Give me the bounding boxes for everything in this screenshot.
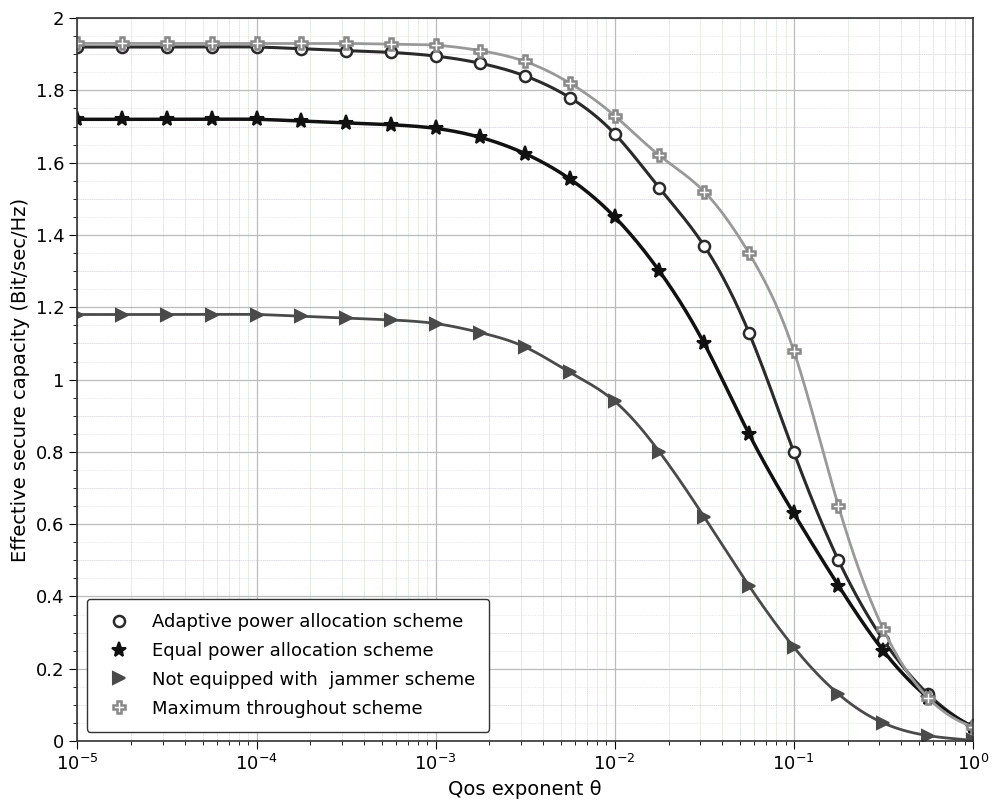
Not equipped with  jammer scheme [519, 342, 531, 352]
Maximum throughout scheme [116, 39, 128, 49]
Not equipped with  jammer scheme [251, 309, 263, 319]
Line: Equal power allocation scheme: Equal power allocation scheme [70, 112, 980, 734]
Equal power allocation scheme [474, 133, 486, 143]
Maximum throughout scheme [743, 248, 755, 258]
Not equipped with  jammer scheme [788, 642, 800, 652]
Equal power allocation scheme [71, 114, 83, 124]
Maximum throughout scheme [877, 625, 889, 634]
Equal power allocation scheme [295, 117, 307, 126]
Maximum throughout scheme [832, 501, 844, 511]
Equal power allocation scheme [251, 114, 263, 124]
Not equipped with  jammer scheme [877, 718, 889, 728]
Maximum throughout scheme [519, 57, 531, 66]
Not equipped with  jammer scheme [922, 731, 934, 740]
Adaptive power allocation scheme [653, 183, 665, 193]
Equal power allocation scheme [609, 212, 621, 222]
Adaptive power allocation scheme [295, 44, 307, 53]
Equal power allocation scheme [340, 118, 352, 128]
Adaptive power allocation scheme [116, 42, 128, 52]
Adaptive power allocation scheme [430, 51, 442, 61]
Maximum throughout scheme [922, 693, 934, 702]
Not equipped with  jammer scheme [206, 309, 218, 319]
Adaptive power allocation scheme [743, 328, 755, 338]
Not equipped with  jammer scheme [698, 512, 710, 522]
Not equipped with  jammer scheme [743, 581, 755, 590]
Maximum throughout scheme [385, 39, 397, 49]
Adaptive power allocation scheme [474, 58, 486, 68]
Not equipped with  jammer scheme [161, 309, 173, 319]
Maximum throughout scheme [340, 39, 352, 49]
Y-axis label: Effective secure capacity (Bit/sec/Hz): Effective secure capacity (Bit/sec/Hz) [11, 198, 30, 561]
Not equipped with  jammer scheme [295, 312, 307, 322]
Line: Maximum throughout scheme: Maximum throughout scheme [71, 37, 979, 733]
Not equipped with  jammer scheme [116, 309, 128, 319]
Equal power allocation scheme [653, 266, 665, 276]
Not equipped with  jammer scheme [340, 313, 352, 323]
Line: Not equipped with  jammer scheme: Not equipped with jammer scheme [71, 309, 979, 747]
Adaptive power allocation scheme [564, 93, 576, 103]
Equal power allocation scheme [116, 114, 128, 124]
Equal power allocation scheme [877, 646, 889, 655]
Adaptive power allocation scheme [788, 447, 800, 457]
Equal power allocation scheme [922, 693, 934, 702]
Maximum throughout scheme [653, 151, 665, 160]
Maximum throughout scheme [788, 346, 800, 356]
Equal power allocation scheme [788, 509, 800, 518]
Adaptive power allocation scheme [161, 42, 173, 52]
Equal power allocation scheme [385, 120, 397, 130]
Adaptive power allocation scheme [340, 46, 352, 56]
Adaptive power allocation scheme [206, 42, 218, 52]
Adaptive power allocation scheme [877, 635, 889, 645]
Maximum throughout scheme [564, 79, 576, 88]
Adaptive power allocation scheme [251, 42, 263, 52]
Maximum throughout scheme [609, 111, 621, 121]
Adaptive power allocation scheme [922, 689, 934, 699]
Adaptive power allocation scheme [832, 556, 844, 565]
Equal power allocation scheme [564, 174, 576, 184]
Maximum throughout scheme [295, 39, 307, 49]
Equal power allocation scheme [967, 722, 979, 731]
Maximum throughout scheme [206, 39, 218, 49]
Not equipped with  jammer scheme [653, 447, 665, 457]
Not equipped with  jammer scheme [967, 735, 979, 745]
Adaptive power allocation scheme [519, 71, 531, 81]
Maximum throughout scheme [251, 39, 263, 49]
Equal power allocation scheme [698, 339, 710, 348]
X-axis label: Qos exponent θ: Qos exponent θ [448, 780, 602, 799]
Equal power allocation scheme [206, 114, 218, 124]
Equal power allocation scheme [519, 149, 531, 159]
Adaptive power allocation scheme [967, 722, 979, 731]
Not equipped with  jammer scheme [609, 396, 621, 406]
Equal power allocation scheme [832, 581, 844, 590]
Adaptive power allocation scheme [609, 129, 621, 139]
Adaptive power allocation scheme [698, 241, 710, 250]
Adaptive power allocation scheme [385, 48, 397, 58]
Adaptive power allocation scheme [71, 42, 83, 52]
Not equipped with  jammer scheme [832, 689, 844, 699]
Line: Adaptive power allocation scheme: Adaptive power allocation scheme [72, 41, 978, 732]
Maximum throughout scheme [698, 187, 710, 197]
Not equipped with  jammer scheme [474, 328, 486, 338]
Not equipped with  jammer scheme [564, 368, 576, 377]
Equal power allocation scheme [743, 429, 755, 439]
Not equipped with  jammer scheme [71, 309, 83, 319]
Not equipped with  jammer scheme [430, 318, 442, 328]
Maximum throughout scheme [474, 46, 486, 56]
Maximum throughout scheme [967, 722, 979, 731]
Maximum throughout scheme [430, 40, 442, 50]
Maximum throughout scheme [161, 39, 173, 49]
Equal power allocation scheme [430, 123, 442, 133]
Legend: Adaptive power allocation scheme, Equal power allocation scheme, Not equipped wi: Adaptive power allocation scheme, Equal … [87, 599, 489, 732]
Maximum throughout scheme [71, 39, 83, 49]
Not equipped with  jammer scheme [385, 315, 397, 325]
Equal power allocation scheme [161, 114, 173, 124]
